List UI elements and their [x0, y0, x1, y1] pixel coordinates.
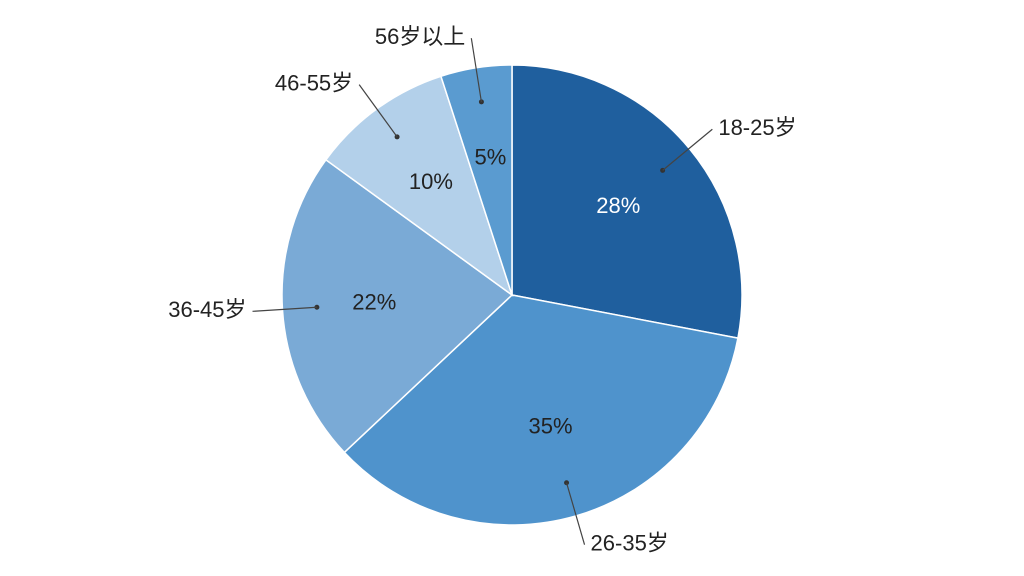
category-label: 26-35岁: [591, 530, 669, 555]
leader-line: [565, 482, 586, 545]
category-label: 56岁以上: [375, 24, 465, 49]
value-label: 28%: [596, 193, 640, 218]
leader-line: [252, 306, 317, 312]
value-label: 5%: [475, 145, 507, 170]
leader-line: [470, 38, 483, 103]
category-label: 18-25岁: [718, 115, 796, 140]
category-label: 46-55岁: [275, 70, 353, 95]
value-label: 35%: [528, 413, 572, 438]
value-label: 22%: [352, 289, 396, 314]
leader-line: [662, 128, 713, 171]
value-label: 10%: [409, 169, 453, 194]
category-label: 36-45岁: [168, 297, 246, 322]
leader-line: [358, 84, 398, 138]
